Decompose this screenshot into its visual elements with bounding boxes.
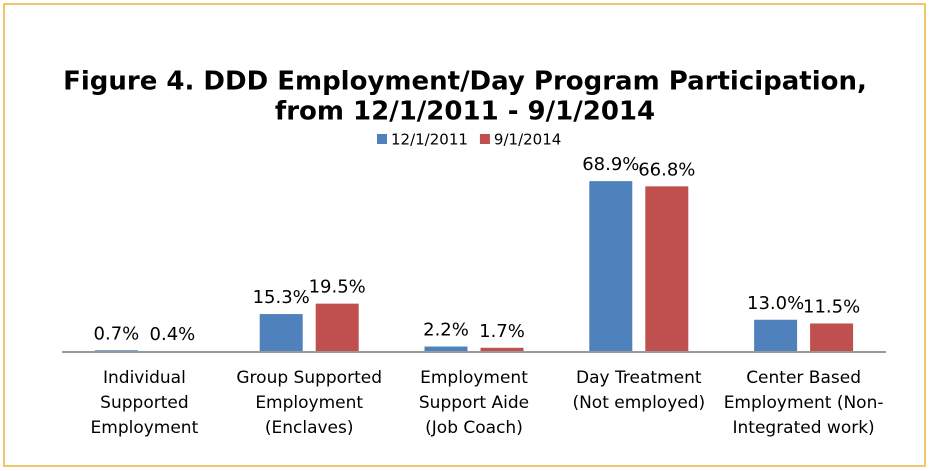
x-tick-label: Employment (Non- <box>724 393 884 413</box>
bar <box>645 186 689 352</box>
bar <box>754 319 798 352</box>
x-tick-label: Day Treatment <box>576 368 702 388</box>
legend-label: 9/1/2014 <box>494 131 561 149</box>
bar <box>315 303 359 352</box>
data-label: 11.5% <box>803 296 860 317</box>
x-tick-label: (Job Coach) <box>425 418 523 438</box>
x-tick-label: Employment <box>255 393 363 413</box>
bar <box>810 323 854 352</box>
legend-swatch <box>479 134 490 144</box>
chart-title: Figure 4. DDD Employment/Day Program Par… <box>63 67 867 97</box>
bar <box>589 181 633 352</box>
data-label: 0.7% <box>94 323 140 344</box>
x-tick-label: Group Supported <box>236 368 382 388</box>
bar <box>480 347 524 352</box>
x-tick-label: (Enclaves) <box>265 418 354 438</box>
data-label: 13.0% <box>747 293 804 314</box>
bar <box>424 346 468 352</box>
data-label: 19.5% <box>309 277 366 298</box>
x-tick-label: Supported <box>100 393 188 413</box>
bar <box>259 314 303 352</box>
data-label: 66.8% <box>638 159 695 180</box>
chart-title: from 12/1/2011 - 9/1/2014 <box>275 97 655 127</box>
x-tick-label: Employment <box>420 368 528 388</box>
x-tick-label: (Not employed) <box>572 393 705 413</box>
frame <box>3 3 926 467</box>
data-label: 2.2% <box>423 320 469 341</box>
data-label: 68.9% <box>582 154 639 175</box>
legend-swatch <box>377 134 387 144</box>
x-tick-label: Support Aide <box>419 393 529 413</box>
data-label: 15.3% <box>253 287 310 308</box>
x-tick-label: Integrated work) <box>732 418 874 438</box>
x-tick-label: Employment <box>91 418 199 438</box>
data-label: 0.4% <box>150 324 196 345</box>
data-label: 1.7% <box>479 321 525 342</box>
x-tick-label: Individual <box>103 368 186 388</box>
legend-label: 12/1/2011 <box>391 131 468 149</box>
x-tick-label: Center Based <box>746 368 861 388</box>
